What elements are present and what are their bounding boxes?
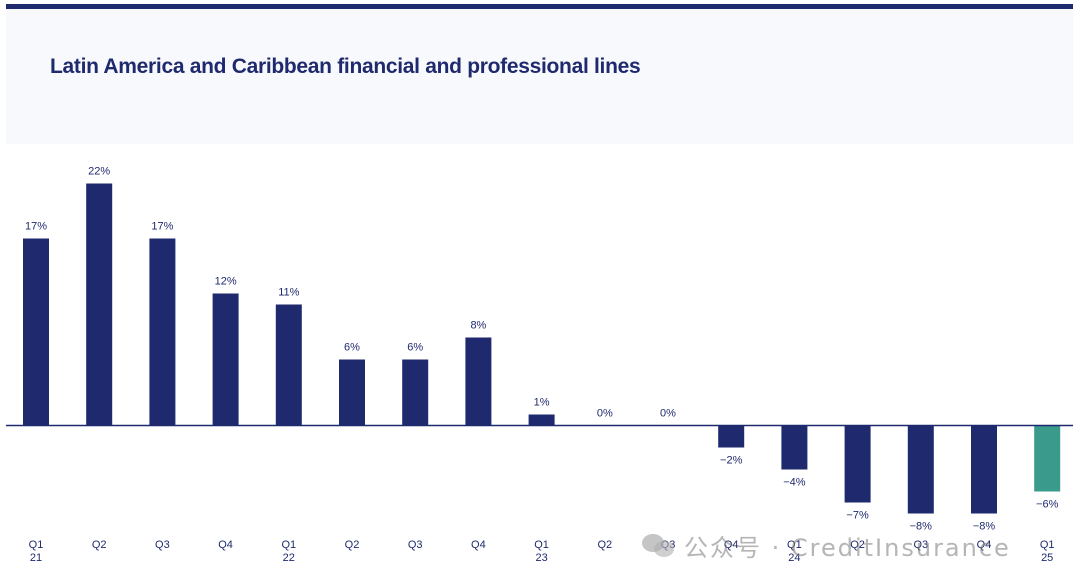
bar (781, 425, 808, 470)
data-label: 1% (534, 397, 550, 409)
x-tick-year-label: 23 (535, 552, 547, 564)
x-tick-label: Q2 (850, 539, 865, 551)
x-tick-label: Q4 (977, 539, 992, 551)
x-tick-label: Q3 (408, 539, 423, 551)
bar (149, 238, 176, 426)
data-label: 17% (151, 221, 173, 233)
data-label: −6% (1036, 499, 1059, 511)
chart-title: Latin America and Caribbean financial an… (50, 55, 641, 78)
header-panel (6, 9, 1073, 144)
bar (1034, 425, 1061, 492)
data-label: 22% (88, 166, 110, 178)
x-tick-label: Q1 (29, 539, 44, 551)
data-label: −8% (910, 521, 933, 533)
x-tick-label: Q1 (1040, 539, 1055, 551)
data-label: 0% (660, 408, 676, 420)
x-tick-label: Q4 (471, 539, 486, 551)
bar (86, 183, 113, 426)
data-label: −2% (720, 455, 743, 467)
bar (465, 337, 492, 426)
x-tick-label: Q4 (218, 539, 233, 551)
x-tick-label: Q1 (281, 539, 296, 551)
bar (339, 359, 365, 426)
bar (275, 304, 302, 426)
bars-layer (23, 183, 1061, 514)
data-label: 11% (278, 287, 299, 299)
bar (212, 293, 239, 426)
x-tick-year-label: 25 (1041, 552, 1053, 564)
watermark: 公众号 · CreditInsurance (642, 528, 1011, 563)
x-tick-year-label: 22 (283, 552, 295, 564)
data-label: −4% (783, 477, 806, 489)
data-label: −7% (846, 510, 869, 522)
x-tick-label: Q3 (913, 539, 928, 551)
x-tick-label: Q2 (345, 539, 360, 551)
bar (907, 425, 934, 514)
bar (402, 359, 429, 426)
x-tick-label: Q2 (597, 539, 612, 551)
data-label: 17% (25, 221, 47, 233)
x-axis-ticks: Q121Q2Q3Q4Q122Q2Q3Q4Q123Q2Q3Q4Q124Q2Q3Q4… (29, 539, 1055, 564)
x-tick-label: Q1 (534, 539, 549, 551)
x-tick-label: Q2 (92, 539, 107, 551)
data-label: 6% (407, 342, 423, 354)
x-tick-label: Q1 (787, 539, 802, 551)
data-label: 12% (215, 276, 237, 288)
bar (718, 425, 745, 448)
bar (844, 425, 871, 503)
data-label: 8% (470, 320, 486, 332)
bar (528, 414, 555, 426)
x-tick-year-label: 24 (788, 552, 800, 564)
wechat-logo-icon (642, 532, 676, 560)
watermark-text: 公众号 · CreditInsurance (684, 534, 1011, 562)
top-rule (6, 4, 1073, 9)
x-tick-label: Q4 (724, 539, 739, 551)
x-tick-label: Q3 (155, 539, 170, 551)
data-label: 6% (344, 342, 360, 354)
bar (971, 425, 997, 514)
x-tick-year-label: 21 (30, 552, 42, 564)
data-label: 0% (597, 408, 613, 420)
data-labels-layer: 17% 22% 17% 12% 11% 6% 6% 8% 1% 0% 0% −2% −4% −7% −8% −… (25, 166, 1059, 533)
data-label: −8% (973, 521, 996, 533)
bar (23, 238, 49, 426)
